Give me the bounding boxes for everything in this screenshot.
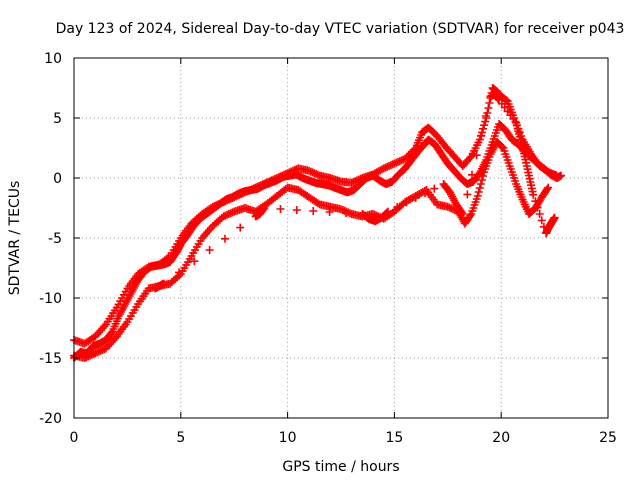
data-point	[292, 206, 301, 214]
data-point	[94, 347, 103, 356]
y-tick-label: 0	[53, 171, 62, 187]
data-point	[458, 210, 467, 218]
data-point	[476, 180, 485, 188]
data-point	[473, 192, 482, 200]
data-point	[533, 203, 542, 212]
data-point	[531, 197, 540, 206]
data-point	[457, 208, 466, 217]
data-point	[383, 207, 392, 216]
data-point	[477, 131, 486, 140]
y-tick-labels: -20 -15 -10 -5 0 5 10	[39, 51, 62, 427]
x-tick-label: 10	[279, 430, 297, 446]
y-tick-label: -10	[39, 291, 62, 307]
data-point	[220, 234, 229, 243]
data-point	[402, 198, 411, 207]
data-point	[393, 203, 402, 211]
data-point	[535, 210, 544, 218]
y-tick-label: 5	[53, 111, 62, 127]
data-point	[325, 208, 334, 216]
data-point	[190, 257, 199, 266]
data-point	[86, 351, 95, 360]
data-point	[402, 153, 411, 161]
data-point	[409, 145, 418, 154]
x-tick-label: 5	[176, 430, 185, 446]
y-axis-label: SDTVAR / TECUs	[7, 181, 23, 296]
data-point	[484, 104, 493, 112]
y-tick-label: -20	[39, 411, 62, 427]
data-point	[382, 208, 391, 217]
data-point	[164, 253, 173, 262]
x-tick-label: 15	[385, 430, 403, 446]
data-point	[175, 268, 184, 277]
data-point	[550, 213, 559, 222]
data-point	[341, 209, 350, 217]
data-point	[401, 154, 410, 163]
data-point	[276, 205, 285, 213]
axis-ticks	[73, 57, 609, 419]
data-point	[472, 151, 481, 160]
data-point	[142, 264, 151, 272]
data-point	[485, 99, 494, 107]
data-point	[205, 246, 214, 254]
x-tick-labels: 0 5 10 15 20 25	[70, 430, 617, 446]
data-point	[406, 149, 415, 158]
data-point	[82, 353, 91, 362]
data-point	[91, 349, 100, 358]
data-point	[466, 211, 475, 220]
data-point	[552, 171, 561, 180]
data-point	[537, 216, 546, 225]
x-axis-label: GPS time / hours	[282, 459, 399, 475]
data-point	[479, 124, 488, 133]
data-point	[468, 170, 477, 179]
data-point	[377, 165, 386, 174]
x-tick-label: 20	[492, 430, 510, 446]
data-points	[70, 84, 566, 362]
y-tick-label: -5	[48, 231, 62, 247]
data-point	[408, 147, 417, 156]
y-tick-label: -15	[39, 351, 62, 367]
data-point	[474, 188, 483, 196]
data-point	[475, 135, 484, 144]
y-tick-label: 10	[44, 51, 62, 67]
grid	[74, 58, 608, 418]
x-tick-label: 25	[599, 430, 617, 446]
data-point	[475, 184, 484, 192]
data-point	[463, 190, 472, 199]
data-point	[309, 207, 318, 215]
data-point	[404, 151, 413, 160]
data-point	[430, 184, 439, 193]
series-lower-band	[70, 138, 553, 362]
x-tick-label: 0	[70, 430, 79, 446]
series-side-segments	[151, 90, 559, 293]
data-point	[481, 112, 490, 120]
data-point	[529, 190, 538, 199]
data-point	[544, 183, 553, 192]
data-point	[313, 199, 322, 208]
chart-title: Day 123 of 2024, Sidereal Day-to-day VTE…	[56, 21, 625, 37]
data-point	[421, 189, 430, 198]
data-point	[260, 204, 269, 212]
data-point	[236, 223, 245, 232]
data-point	[479, 172, 488, 180]
data-point	[465, 154, 474, 162]
data-point	[480, 121, 489, 130]
data-point	[411, 193, 420, 202]
data-point	[543, 185, 552, 194]
data-point	[159, 279, 168, 288]
data-point	[477, 176, 486, 184]
